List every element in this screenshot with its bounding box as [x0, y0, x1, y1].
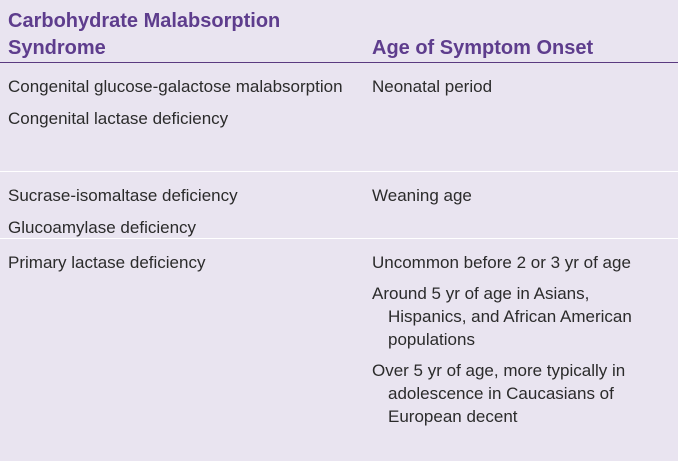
syndrome-item: Congenital glucose-galactose malabsorpti…: [8, 77, 343, 96]
onset-item: Weaning age: [372, 186, 472, 205]
onset-item: Neonatal period: [372, 77, 493, 96]
table-header: Carbohydrate Malabsorption Syndrome Age …: [0, 0, 678, 63]
syndrome-cell: Primary lactase deficiency: [8, 251, 353, 274]
table-row: Sucrase-isomaltase deficiency Glucoamyla…: [0, 172, 678, 239]
syndrome-item: Sucrase-isomaltase deficiency: [8, 186, 238, 205]
table-row: Primary lactase deficiency Uncommon befo…: [0, 239, 678, 461]
onset-item: Around 5 yr of age in Asians, Hispanics,…: [372, 284, 632, 349]
header-age-of-onset: Age of Symptom Onset: [372, 37, 594, 59]
syndrome-item: Glucoamylase deficiency: [8, 218, 197, 237]
onset-cell: Uncommon before 2 or 3 yr of age Around …: [372, 251, 672, 436]
syndrome-cell: Congenital glucose-galactose malabsorpti…: [8, 75, 353, 139]
onset-cell: Weaning age: [372, 184, 672, 216]
syndrome-item: Primary lactase deficiency: [8, 253, 206, 272]
table-row: Congenital glucose-galactose malabsorpti…: [0, 63, 678, 172]
onset-item: Uncommon before 2 or 3 yr of age: [372, 253, 631, 272]
onset-cell: Neonatal period: [372, 75, 672, 107]
header-syndrome: Carbohydrate Malabsorption Syndrome: [8, 10, 281, 59]
syndrome-item: Congenital lactase deficiency: [8, 109, 229, 128]
onset-item: Over 5 yr of age, more typically in adol…: [372, 361, 626, 426]
syndrome-cell: Sucrase-isomaltase deficiency Glucoamyla…: [8, 184, 353, 248]
